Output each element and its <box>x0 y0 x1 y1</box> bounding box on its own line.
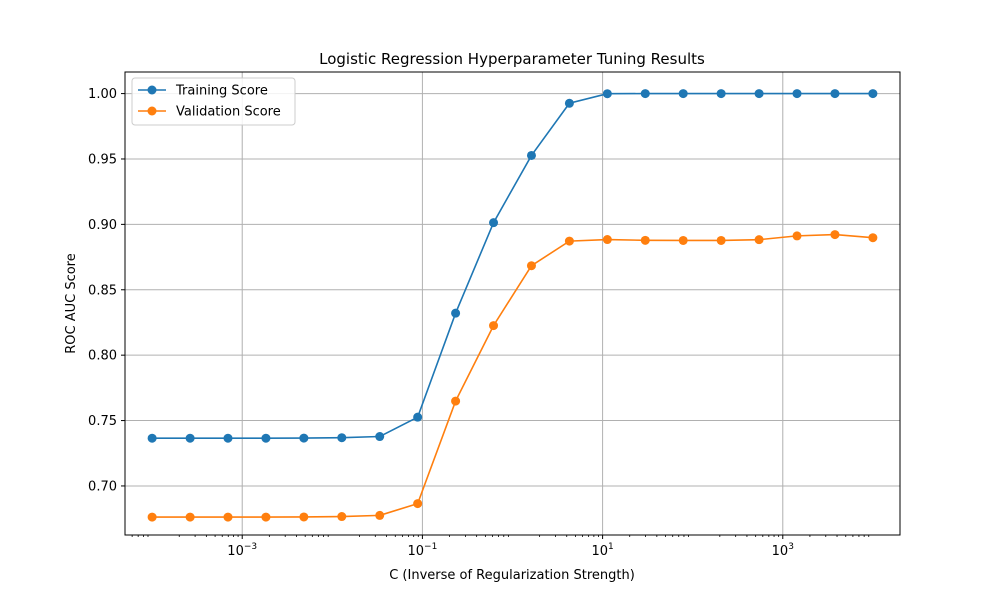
data-point <box>868 89 878 99</box>
legend-label: Validation Score <box>176 105 281 120</box>
series-layer <box>147 89 878 522</box>
legend-label: Training Score <box>175 84 268 99</box>
data-point <box>489 218 499 228</box>
data-point <box>830 89 840 99</box>
data-point <box>489 321 499 331</box>
legend-box <box>131 77 296 126</box>
data-point <box>754 235 764 245</box>
x-tick-label: 103 <box>772 542 794 559</box>
legend-item: Training Score <box>138 84 268 99</box>
y-tick-label: 0.95 <box>88 152 117 167</box>
data-point <box>640 235 650 245</box>
data-point <box>526 261 536 271</box>
legend-marker <box>147 106 157 116</box>
data-point <box>526 150 536 160</box>
data-point <box>147 512 157 522</box>
data-point <box>564 98 574 108</box>
data-point <box>261 433 271 443</box>
data-point <box>299 512 309 522</box>
data-point <box>602 89 612 99</box>
data-point <box>716 89 726 99</box>
data-point <box>792 89 802 99</box>
y-tick-label: 0.90 <box>88 218 117 233</box>
data-point <box>223 512 233 522</box>
data-point <box>602 235 612 245</box>
legend-item: Validation Score <box>138 105 281 120</box>
legend: Training Score Validation Score <box>131 77 296 126</box>
data-point <box>564 236 574 246</box>
series-1 <box>147 89 878 443</box>
data-point <box>337 512 347 522</box>
legend-marker <box>147 85 157 95</box>
x-axis-label: C (Inverse of Regularization Strength) <box>389 568 635 583</box>
data-point <box>451 308 461 318</box>
data-point <box>375 432 385 442</box>
y-tick-label: 0.70 <box>88 479 117 494</box>
data-point <box>185 433 195 443</box>
plot-area-frame <box>124 71 901 536</box>
data-point <box>261 512 271 522</box>
y-axis-label: ROC AUC Score <box>64 253 79 354</box>
data-point <box>716 235 726 245</box>
x-tick-label: 10−3 <box>227 542 257 559</box>
series-2 <box>147 230 878 522</box>
series-line <box>152 92 873 440</box>
data-point <box>868 233 878 243</box>
data-point <box>223 433 233 443</box>
x-tick-label: 10−1 <box>407 542 437 559</box>
grid-lines <box>125 72 900 535</box>
data-point <box>830 230 840 240</box>
data-point <box>792 231 802 241</box>
data-point <box>413 412 423 422</box>
data-point <box>185 512 195 522</box>
data-point <box>754 89 764 99</box>
y-tick-label: 0.75 <box>88 414 117 429</box>
x-tick-label: 101 <box>591 542 613 559</box>
chart-title: Logistic Regression Hyperparameter Tunin… <box>319 50 705 68</box>
data-point <box>299 433 309 443</box>
y-tick-label: 1.00 <box>88 87 117 102</box>
data-point <box>413 499 423 509</box>
data-point <box>337 433 347 443</box>
data-point <box>678 235 688 245</box>
data-point <box>147 433 157 443</box>
data-point <box>451 396 461 406</box>
data-point <box>640 89 650 99</box>
y-tick-label: 0.80 <box>88 349 117 364</box>
series-line <box>152 233 873 518</box>
y-tick-label: 0.85 <box>88 283 117 298</box>
data-point <box>678 89 688 99</box>
axis-ticks: 0.70 0.75 0.80 0.85 0.90 0.95 1.00 10−3 10−1 101 1… <box>88 87 870 559</box>
data-point <box>375 510 385 520</box>
